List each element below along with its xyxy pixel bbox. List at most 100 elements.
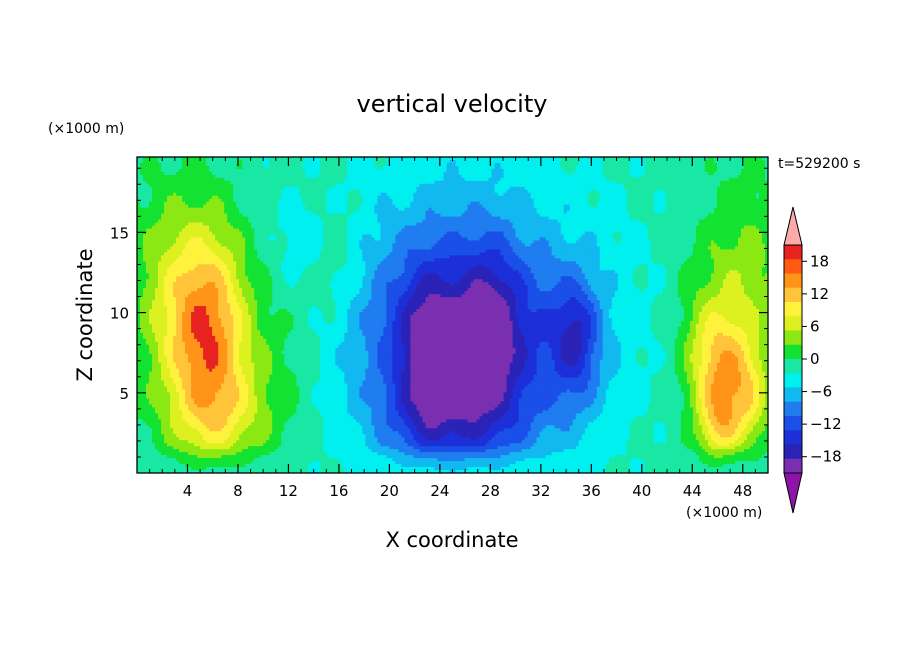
contour-cell xyxy=(185,180,189,185)
contour-cell xyxy=(299,159,303,164)
contour-cell xyxy=(737,186,742,191)
contour-cell xyxy=(680,180,685,185)
contour-cell xyxy=(755,186,760,191)
contour-cell xyxy=(581,157,586,161)
contour-cell xyxy=(554,159,559,164)
contour-cell xyxy=(515,177,520,182)
contour-cell xyxy=(350,168,354,173)
contour-cell xyxy=(326,171,330,176)
contour-cell xyxy=(629,162,634,167)
contour-cell xyxy=(242,177,246,182)
contour-cell xyxy=(422,157,427,161)
contour-cell xyxy=(164,162,168,167)
contour-cell xyxy=(533,157,538,161)
contour-cell xyxy=(461,162,466,167)
contour-cell xyxy=(455,174,460,179)
contour-cell xyxy=(515,180,520,185)
contour-cell xyxy=(308,171,312,176)
contour-cell xyxy=(707,171,712,176)
contour-cell xyxy=(542,159,547,164)
contour-cell xyxy=(227,171,231,176)
contour-cell xyxy=(461,165,466,170)
contour-cell xyxy=(521,159,526,164)
contour-cell xyxy=(356,162,360,167)
contour-cell xyxy=(572,171,577,176)
contour-cell xyxy=(482,168,487,173)
contour-cell xyxy=(671,162,676,167)
contour-cell xyxy=(551,168,556,173)
contour-cell xyxy=(650,177,655,182)
contour-cell xyxy=(482,171,487,176)
contour-cell xyxy=(572,159,577,164)
contour-cell xyxy=(347,180,351,185)
contour-cell xyxy=(530,180,535,185)
contour-cell xyxy=(656,165,661,170)
contour-cell xyxy=(506,157,511,161)
contour-cell xyxy=(410,174,415,179)
contour-cell xyxy=(614,159,619,164)
contour-cell xyxy=(590,186,595,191)
contour-cell xyxy=(686,177,691,182)
contour-cell xyxy=(752,171,757,176)
contour-cell xyxy=(476,177,481,182)
contour-cell xyxy=(146,162,150,167)
contour-cell xyxy=(656,162,661,167)
contour-cell xyxy=(161,168,165,173)
contour-cell xyxy=(422,165,427,170)
contour-cell xyxy=(287,183,291,188)
contour-cell xyxy=(410,157,415,161)
contour-cell xyxy=(641,171,646,176)
contour-cell xyxy=(338,168,342,173)
contour-cell xyxy=(527,168,532,173)
contour-cell xyxy=(272,186,276,191)
contour-cell xyxy=(449,159,454,164)
contour-cell xyxy=(620,168,625,173)
contour-cell xyxy=(194,159,198,164)
contour-cell xyxy=(545,165,550,170)
contour-cell xyxy=(401,171,406,176)
contour-cell xyxy=(575,171,580,176)
contour-cell xyxy=(765,162,768,167)
contour-cell xyxy=(572,177,577,182)
contour-cell xyxy=(293,177,297,182)
contour-cell xyxy=(356,159,360,164)
contour-cell xyxy=(230,183,234,188)
contour-cell xyxy=(500,162,505,167)
contour-cell xyxy=(614,180,619,185)
contour-cell xyxy=(443,174,448,179)
contour-cell xyxy=(515,183,520,188)
contour-cell xyxy=(353,183,357,188)
contour-cell xyxy=(338,165,342,170)
contour-cell xyxy=(293,180,297,185)
contour-cell xyxy=(167,171,171,176)
contour-cell xyxy=(248,162,252,167)
contour-cell xyxy=(254,159,258,164)
contour-cell xyxy=(608,171,613,176)
contour-cell xyxy=(350,186,354,191)
contour-cell xyxy=(485,177,490,182)
contour-cell xyxy=(701,183,706,188)
contour-cell xyxy=(209,177,213,182)
contour-cell xyxy=(179,168,183,173)
contour-cell xyxy=(338,177,342,182)
contour-cell xyxy=(281,174,285,179)
contour-cell xyxy=(155,183,159,188)
contour-cell xyxy=(152,157,156,161)
contour-cell xyxy=(158,183,162,188)
contour-cell xyxy=(353,165,357,170)
contour-cell xyxy=(644,174,649,179)
contour-cell xyxy=(155,157,159,161)
contour-cell xyxy=(227,157,231,161)
contour-cell xyxy=(374,162,378,167)
contour-cell xyxy=(746,162,751,167)
contour-cell xyxy=(416,165,421,170)
contour-cell xyxy=(647,186,652,191)
contour-cell xyxy=(353,157,357,161)
contour-cell xyxy=(581,165,586,170)
contour-cell xyxy=(356,186,360,191)
contour-cell xyxy=(524,159,529,164)
contour-cell xyxy=(638,165,643,170)
contour-cell xyxy=(422,180,427,185)
contour-cell xyxy=(143,157,147,161)
contour-cell xyxy=(491,159,496,164)
